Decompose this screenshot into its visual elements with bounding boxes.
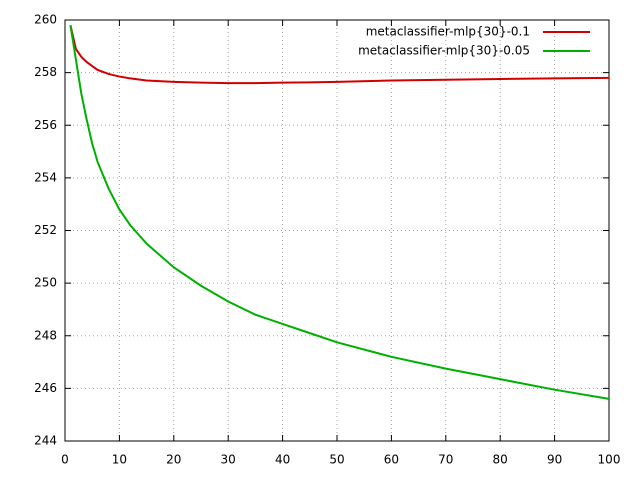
y-tick-label: 244	[34, 434, 57, 448]
x-tick-label: 80	[493, 453, 508, 467]
x-tick-label: 100	[598, 453, 621, 467]
legend-label: metaclassifier-mlp{30}-0.05	[358, 44, 530, 58]
y-tick-label: 248	[34, 328, 57, 342]
x-tick-label: 10	[112, 453, 127, 467]
y-tick-label: 260	[34, 13, 57, 27]
x-tick-label: 30	[221, 453, 236, 467]
y-tick-label: 254	[34, 170, 57, 184]
data-line	[69, 25, 610, 85]
x-tick-label: 0	[61, 453, 69, 467]
data-line	[69, 25, 610, 400]
x-tick-label: 70	[438, 453, 453, 467]
x-tick-label: 90	[547, 453, 562, 467]
legend-label: metaclassifier-mlp{30}-0.1	[366, 25, 530, 39]
y-tick-label: 250	[34, 276, 57, 290]
x-tick-label: 60	[384, 453, 399, 467]
x-tick-label: 40	[275, 453, 290, 467]
y-tick-label: 258	[34, 65, 57, 79]
y-tick-label: 252	[34, 223, 57, 237]
y-tick-label: 246	[34, 381, 57, 395]
plot-frame	[64, 19, 610, 442]
x-tick-label: 20	[166, 453, 181, 467]
x-tick-label: 50	[329, 453, 344, 467]
y-tick-label: 256	[34, 118, 57, 132]
